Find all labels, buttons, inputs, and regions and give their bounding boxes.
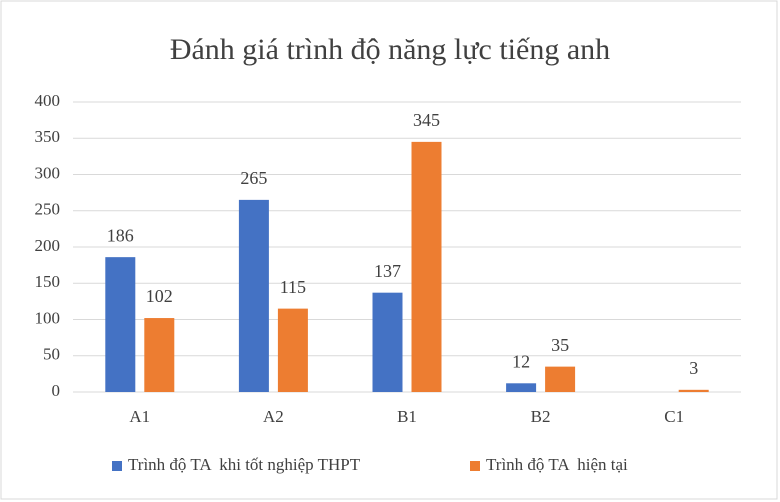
y-tick-label: 300 — [35, 163, 61, 182]
legend-swatch — [470, 461, 480, 471]
bar — [678, 389, 709, 392]
y-tick-label: 100 — [35, 308, 61, 327]
bar — [545, 366, 576, 392]
bar — [144, 318, 175, 392]
x-tick-label: B1 — [397, 407, 417, 426]
value-label: 35 — [551, 335, 569, 355]
bar — [506, 383, 537, 392]
bar — [372, 292, 403, 392]
legend-swatch — [112, 461, 122, 471]
value-label: 137 — [374, 261, 401, 281]
bar — [411, 141, 442, 392]
value-label: 345 — [413, 110, 440, 130]
x-tick-label: A1 — [129, 407, 150, 426]
legend-label: Trình độ TA hiện tại — [486, 455, 628, 474]
value-label: 265 — [240, 168, 267, 188]
y-tick-label: 150 — [35, 272, 61, 291]
y-tick-label: 350 — [35, 127, 61, 146]
legend-label: Trình độ TA khi tốt nghiệp THPT — [128, 455, 361, 474]
y-tick-label: 0 — [52, 381, 61, 400]
value-label: 3 — [689, 358, 698, 378]
value-label: 12 — [512, 351, 530, 371]
bar — [238, 199, 269, 392]
y-tick-label: 50 — [43, 345, 60, 364]
value-label: 186 — [107, 225, 134, 245]
y-tick-label: 200 — [35, 236, 61, 255]
bar — [105, 257, 136, 392]
value-label: 115 — [280, 277, 306, 297]
x-tick-label: A2 — [263, 407, 284, 426]
chart-title: Đánh giá trình độ năng lực tiếng anh — [170, 33, 610, 66]
bar — [277, 308, 308, 392]
value-label: 102 — [146, 286, 173, 306]
y-tick-label: 400 — [35, 91, 61, 110]
y-tick-label: 250 — [35, 200, 61, 219]
x-tick-label: C1 — [664, 407, 684, 426]
x-tick-label: B2 — [531, 407, 551, 426]
